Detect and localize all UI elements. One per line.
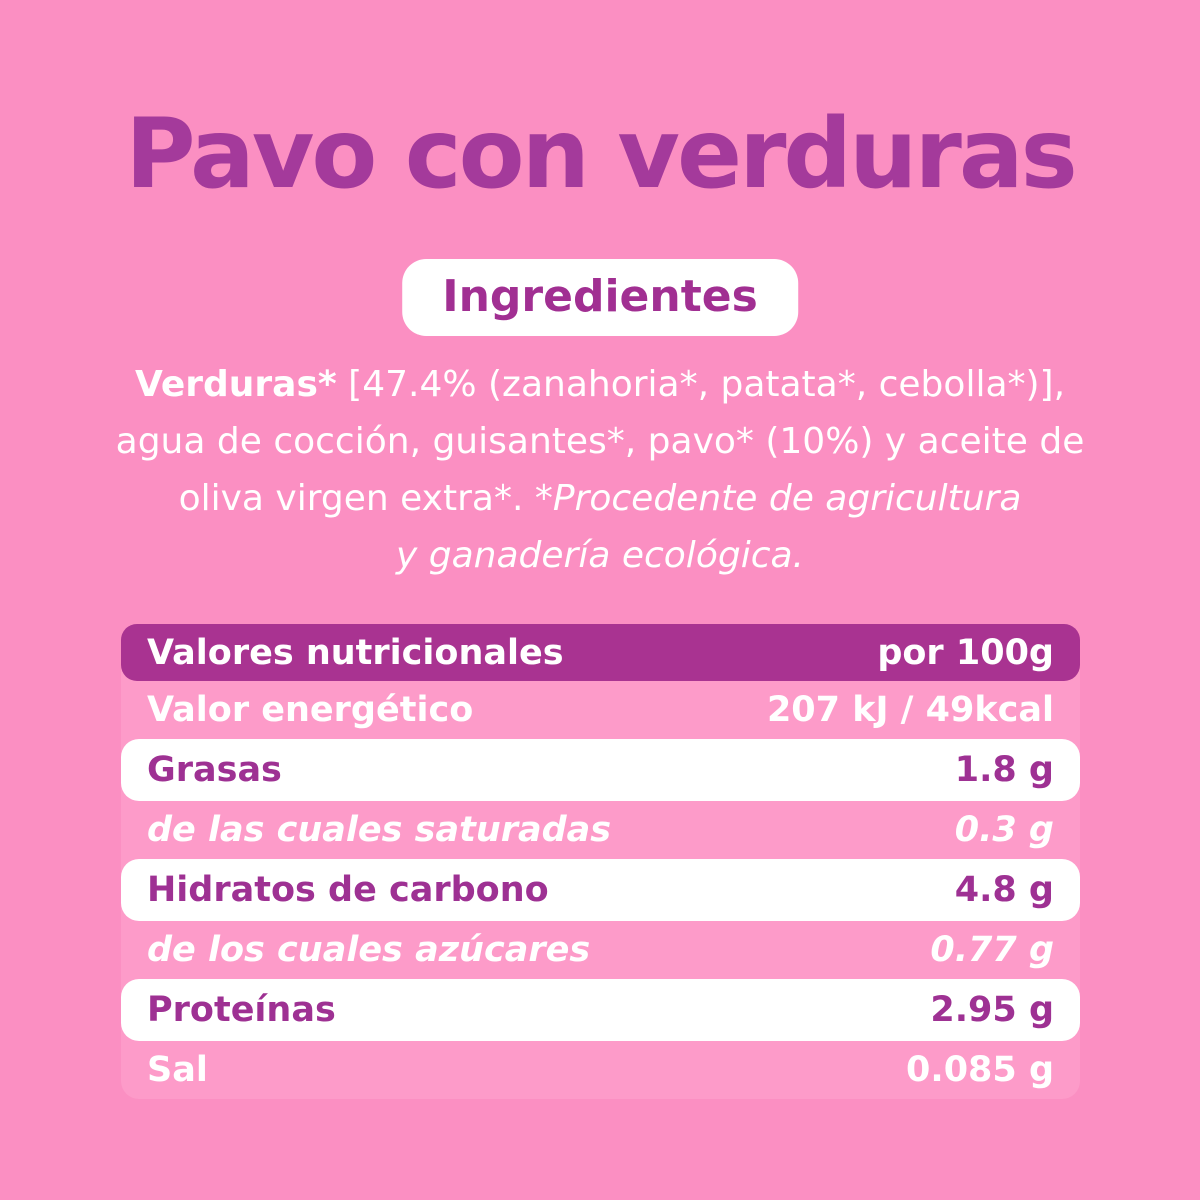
page-title: Pavo con verduras (125, 98, 1078, 210)
table-row-saturated-fat: de las cuales saturadas 0.3 g (121, 801, 1080, 859)
row-label: Valor energético (147, 690, 474, 730)
table-row-fat: Grasas 1.8 g (121, 739, 1080, 801)
ingredients-lead: Verduras* (134, 364, 337, 405)
row-label: Sal (147, 1050, 208, 1090)
row-label: de los cuales azúcares (147, 930, 591, 970)
ingredients-badge-label: Ingredientes (442, 271, 758, 322)
ingredients-segment: agua de cocción, guisantes*, pavo* (10%)… (115, 421, 1085, 462)
ingredients-line: oliva virgen extra*. *Procedente de agri… (90, 470, 1110, 527)
ingredients-paragraph: Verduras* [47.4% (zanahoria*, patata*, c… (90, 356, 1110, 584)
row-value: 4.8 g (954, 870, 1054, 910)
nutrition-table-header-label: Valores nutricionales (147, 632, 564, 673)
nutrition-table: Valores nutricionales por 100g Valor ene… (121, 624, 1080, 1099)
row-value: 0.3 g (954, 810, 1054, 850)
row-label: Proteínas (147, 990, 336, 1030)
nutrition-table-header-value: por 100g (877, 632, 1054, 673)
table-row-energy: Valor energético 207 kJ / 49kcal (121, 681, 1080, 739)
row-value: 0.77 g (930, 930, 1054, 970)
table-row-protein: Proteínas 2.95 g (121, 979, 1080, 1041)
ingredients-organic-note: y ganadería ecológica. (396, 535, 804, 576)
row-label: de las cuales saturadas (147, 810, 612, 850)
table-row-salt: Sal 0.085 g (121, 1041, 1080, 1099)
ingredients-badge: Ingredientes (402, 259, 798, 336)
ingredients-segment: oliva virgen extra*. (178, 478, 535, 519)
ingredients-organic-note: *Procedente de agricultura (534, 478, 1022, 519)
table-row-sugars: de los cuales azúcares 0.77 g (121, 921, 1080, 979)
ingredients-line: y ganadería ecológica. (90, 527, 1110, 584)
ingredients-line: Verduras* [47.4% (zanahoria*, patata*, c… (90, 356, 1110, 413)
row-value: 0.085 g (906, 1050, 1054, 1090)
row-label: Hidratos de carbono (147, 870, 549, 910)
row-label: Grasas (147, 750, 282, 790)
row-value: 2.95 g (930, 990, 1054, 1030)
ingredients-line: agua de cocción, guisantes*, pavo* (10%)… (90, 413, 1110, 470)
row-value: 207 kJ / 49kcal (766, 690, 1054, 730)
ingredients-segment: [47.4% (zanahoria*, patata*, cebolla*)], (336, 364, 1066, 405)
table-row-carbohydrates: Hidratos de carbono 4.8 g (121, 859, 1080, 921)
row-value: 1.8 g (954, 750, 1054, 790)
nutrition-table-header-row: Valores nutricionales por 100g (121, 624, 1080, 681)
